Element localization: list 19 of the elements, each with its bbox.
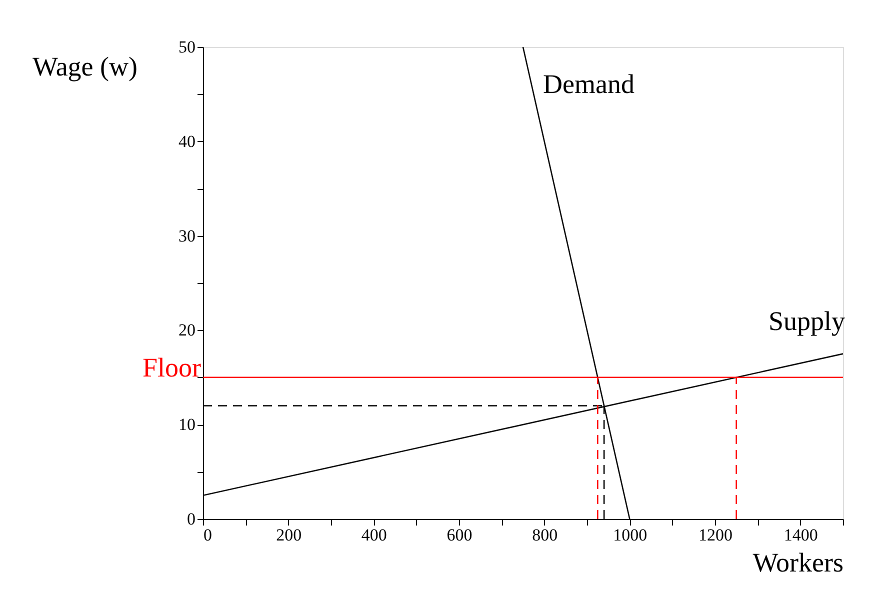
x-tick-label: 0 [204,526,212,544]
y-axis-title: Wage (w) [32,52,138,82]
y-tick-label: 0 [187,510,196,528]
x-axis-title: Workers [752,548,844,578]
series-label: Demand [543,69,635,99]
x-tick-label: 800 [532,526,558,544]
y-tick-label: 50 [178,38,196,56]
y-tick-label: 40 [178,132,196,151]
y-tick-label: 20 [178,320,196,340]
x-tick-label: 200 [276,526,302,544]
x-tick-label: 1000 [613,526,648,544]
x-tick-label: 1200 [698,526,732,544]
series-label: Supply [768,306,846,336]
x-tick-label: 600 [446,526,472,544]
y-tick-label: 30 [178,226,196,246]
y-tick-label: 10 [178,415,196,434]
x-tick-label: 400 [361,526,387,544]
x-tick-label: 1400 [784,526,818,544]
ref-line-label: Floor [142,352,201,382]
